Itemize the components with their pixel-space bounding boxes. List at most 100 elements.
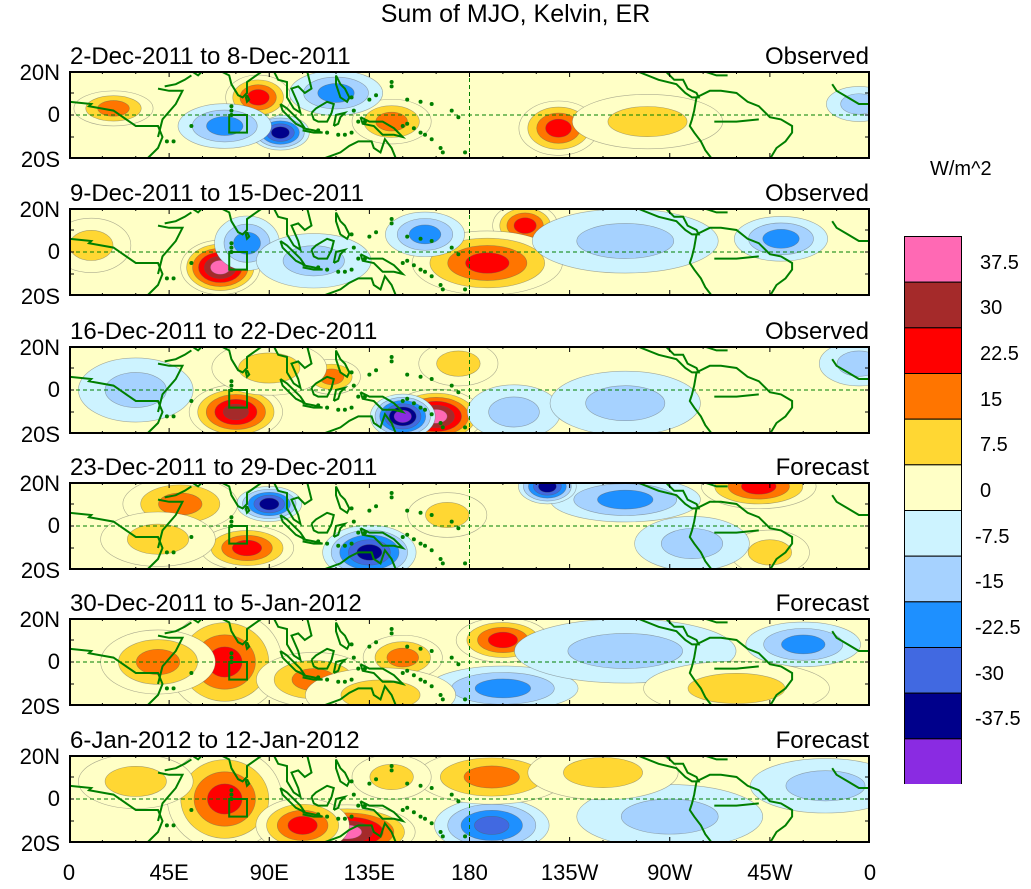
island-dot bbox=[400, 535, 405, 539]
colorbar-tick-label: 22.5 bbox=[980, 343, 1019, 365]
anomaly-contour bbox=[474, 678, 531, 699]
coastline bbox=[244, 778, 251, 788]
island-dot bbox=[164, 686, 169, 691]
coastline bbox=[696, 500, 794, 570]
island-dot bbox=[405, 372, 410, 377]
island-dot bbox=[362, 666, 367, 671]
island-dot bbox=[356, 119, 361, 124]
coastline bbox=[157, 498, 185, 549]
island-dot bbox=[438, 283, 443, 287]
island-dot bbox=[405, 396, 410, 401]
colorbar-tick-label: -22.5 bbox=[975, 617, 1021, 639]
panel-frame bbox=[69, 618, 870, 706]
island-dot bbox=[229, 651, 234, 656]
island-dot bbox=[389, 355, 394, 359]
island-dot bbox=[229, 655, 234, 660]
latitude-label: 0 bbox=[47, 239, 60, 264]
island-dot bbox=[336, 269, 341, 274]
island-dot bbox=[189, 808, 194, 812]
panel-date-range: 16-Dec-2011 to 22-Dec-2011 bbox=[70, 318, 378, 345]
anomaly-contour bbox=[781, 634, 826, 655]
island-dot bbox=[356, 256, 361, 261]
island-dot bbox=[449, 108, 454, 113]
coastline bbox=[244, 641, 251, 651]
coastline bbox=[310, 375, 335, 398]
island-dot bbox=[400, 671, 405, 675]
anomaly-contour bbox=[741, 482, 777, 495]
island-dot bbox=[423, 132, 427, 137]
island-dot bbox=[356, 530, 361, 535]
anomaly-contour bbox=[386, 647, 419, 668]
anomaly-contour bbox=[465, 252, 510, 274]
island-dot bbox=[429, 649, 434, 653]
island-dot bbox=[362, 530, 367, 535]
coastline bbox=[335, 74, 351, 104]
island-dot bbox=[429, 239, 434, 243]
coastline bbox=[219, 618, 264, 646]
anomaly-contour bbox=[607, 106, 688, 138]
coastline bbox=[302, 538, 323, 545]
island-dot bbox=[189, 124, 194, 128]
coastline bbox=[272, 482, 313, 527]
island-dot bbox=[429, 137, 434, 142]
anomaly-contour bbox=[206, 116, 244, 136]
island-dot bbox=[418, 541, 423, 546]
coastline bbox=[157, 87, 185, 138]
latitude-label: 20S bbox=[20, 284, 60, 309]
island-dot bbox=[440, 425, 445, 430]
island-dot bbox=[349, 95, 354, 100]
island-dot bbox=[362, 256, 367, 261]
island-dot bbox=[389, 627, 394, 631]
colorbar-swatch bbox=[904, 738, 962, 784]
island-dot bbox=[171, 414, 176, 419]
island-dot bbox=[429, 513, 434, 517]
colorbar-swatch bbox=[904, 236, 962, 283]
island-dot bbox=[189, 535, 194, 539]
coastline bbox=[219, 346, 264, 374]
island-dot bbox=[440, 561, 445, 566]
latitude-label: 20S bbox=[20, 147, 60, 172]
anomaly-contour bbox=[259, 497, 280, 511]
coastline bbox=[700, 346, 728, 352]
coastline bbox=[310, 100, 335, 123]
coastline bbox=[157, 362, 185, 413]
coastline bbox=[688, 372, 713, 434]
island-dot bbox=[342, 407, 347, 412]
coastline bbox=[714, 665, 759, 670]
island-dot bbox=[456, 115, 461, 120]
coastline bbox=[322, 821, 398, 843]
coastline bbox=[335, 349, 351, 379]
island-dot bbox=[367, 644, 372, 649]
colorbar-tick-label: 0 bbox=[980, 480, 992, 502]
island-dot bbox=[374, 230, 379, 235]
coastline bbox=[272, 208, 313, 253]
coastline bbox=[322, 274, 398, 296]
coastline bbox=[272, 71, 313, 116]
island-dot bbox=[229, 788, 234, 793]
coastline bbox=[700, 208, 728, 214]
coastline bbox=[714, 118, 759, 123]
island-dot bbox=[389, 217, 394, 221]
coastline bbox=[700, 71, 728, 77]
island-dot bbox=[351, 383, 356, 388]
island-dot bbox=[389, 495, 394, 500]
island-dot bbox=[411, 126, 416, 131]
island-dot bbox=[449, 655, 454, 660]
island-dot bbox=[342, 816, 347, 821]
latitude-label: 20S bbox=[20, 422, 60, 447]
anomaly-contour bbox=[223, 403, 249, 421]
colorbar-swatch bbox=[904, 464, 962, 511]
coastline bbox=[359, 116, 407, 139]
colorbar-unit-label: W/m^2 bbox=[930, 158, 992, 180]
anomaly-contour bbox=[563, 757, 643, 789]
panel-kind-label: Observed bbox=[764, 318, 869, 345]
colorbar-swatch bbox=[904, 510, 962, 557]
island-dot bbox=[418, 405, 423, 410]
longitude-label: 45E bbox=[149, 860, 189, 885]
island-dot bbox=[342, 679, 347, 684]
island-dot bbox=[463, 834, 468, 839]
island-dot bbox=[336, 816, 341, 821]
colorbar-swatch bbox=[904, 281, 962, 329]
island-dot bbox=[411, 537, 416, 542]
coastline bbox=[272, 618, 313, 663]
